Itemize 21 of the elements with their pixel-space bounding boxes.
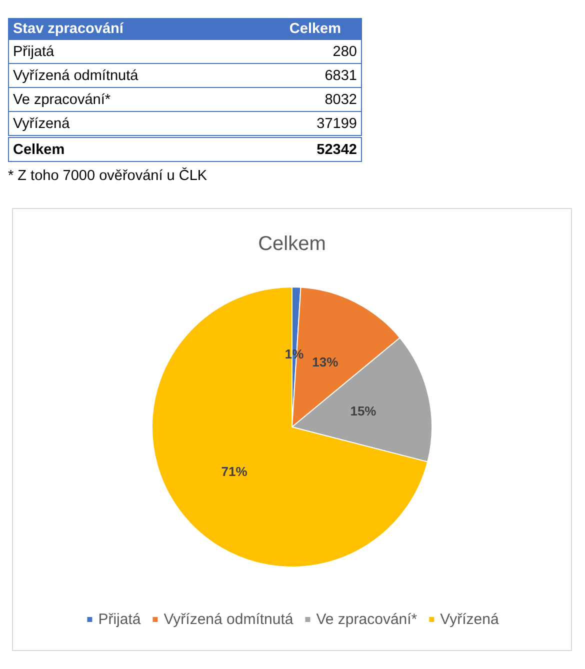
data-label: 37199	[233, 112, 362, 136]
data-label: 8032	[233, 88, 362, 112]
category-label: Přijatá	[8, 40, 234, 64]
text: Celkem	[233, 18, 362, 40]
text: 52342	[316, 142, 357, 158]
legend-label: Přijatá	[98, 611, 142, 628]
text: Celkem	[13, 142, 65, 158]
category-label: Vyřízená odmítnutá	[8, 64, 234, 88]
category-label: Ve zpracování*	[8, 88, 234, 112]
category-label: Vyřízená	[8, 112, 234, 136]
data-label: 15%	[350, 404, 377, 419]
text: * Z toho 7000 ověřování u ČLK	[8, 168, 208, 184]
chart-title: Celkem	[258, 233, 326, 255]
data-label: 71%	[221, 464, 248, 480]
text: Stav zpracování	[8, 18, 234, 40]
data-label: 6831	[233, 64, 362, 88]
legend-label: Ve zpracování*	[316, 611, 418, 628]
data-label: 13%	[312, 354, 339, 370]
legend-label: Vyřízená odmítnutá	[164, 611, 294, 628]
data-label: 280	[233, 40, 362, 64]
legend-label: Vyřízená	[440, 611, 500, 628]
